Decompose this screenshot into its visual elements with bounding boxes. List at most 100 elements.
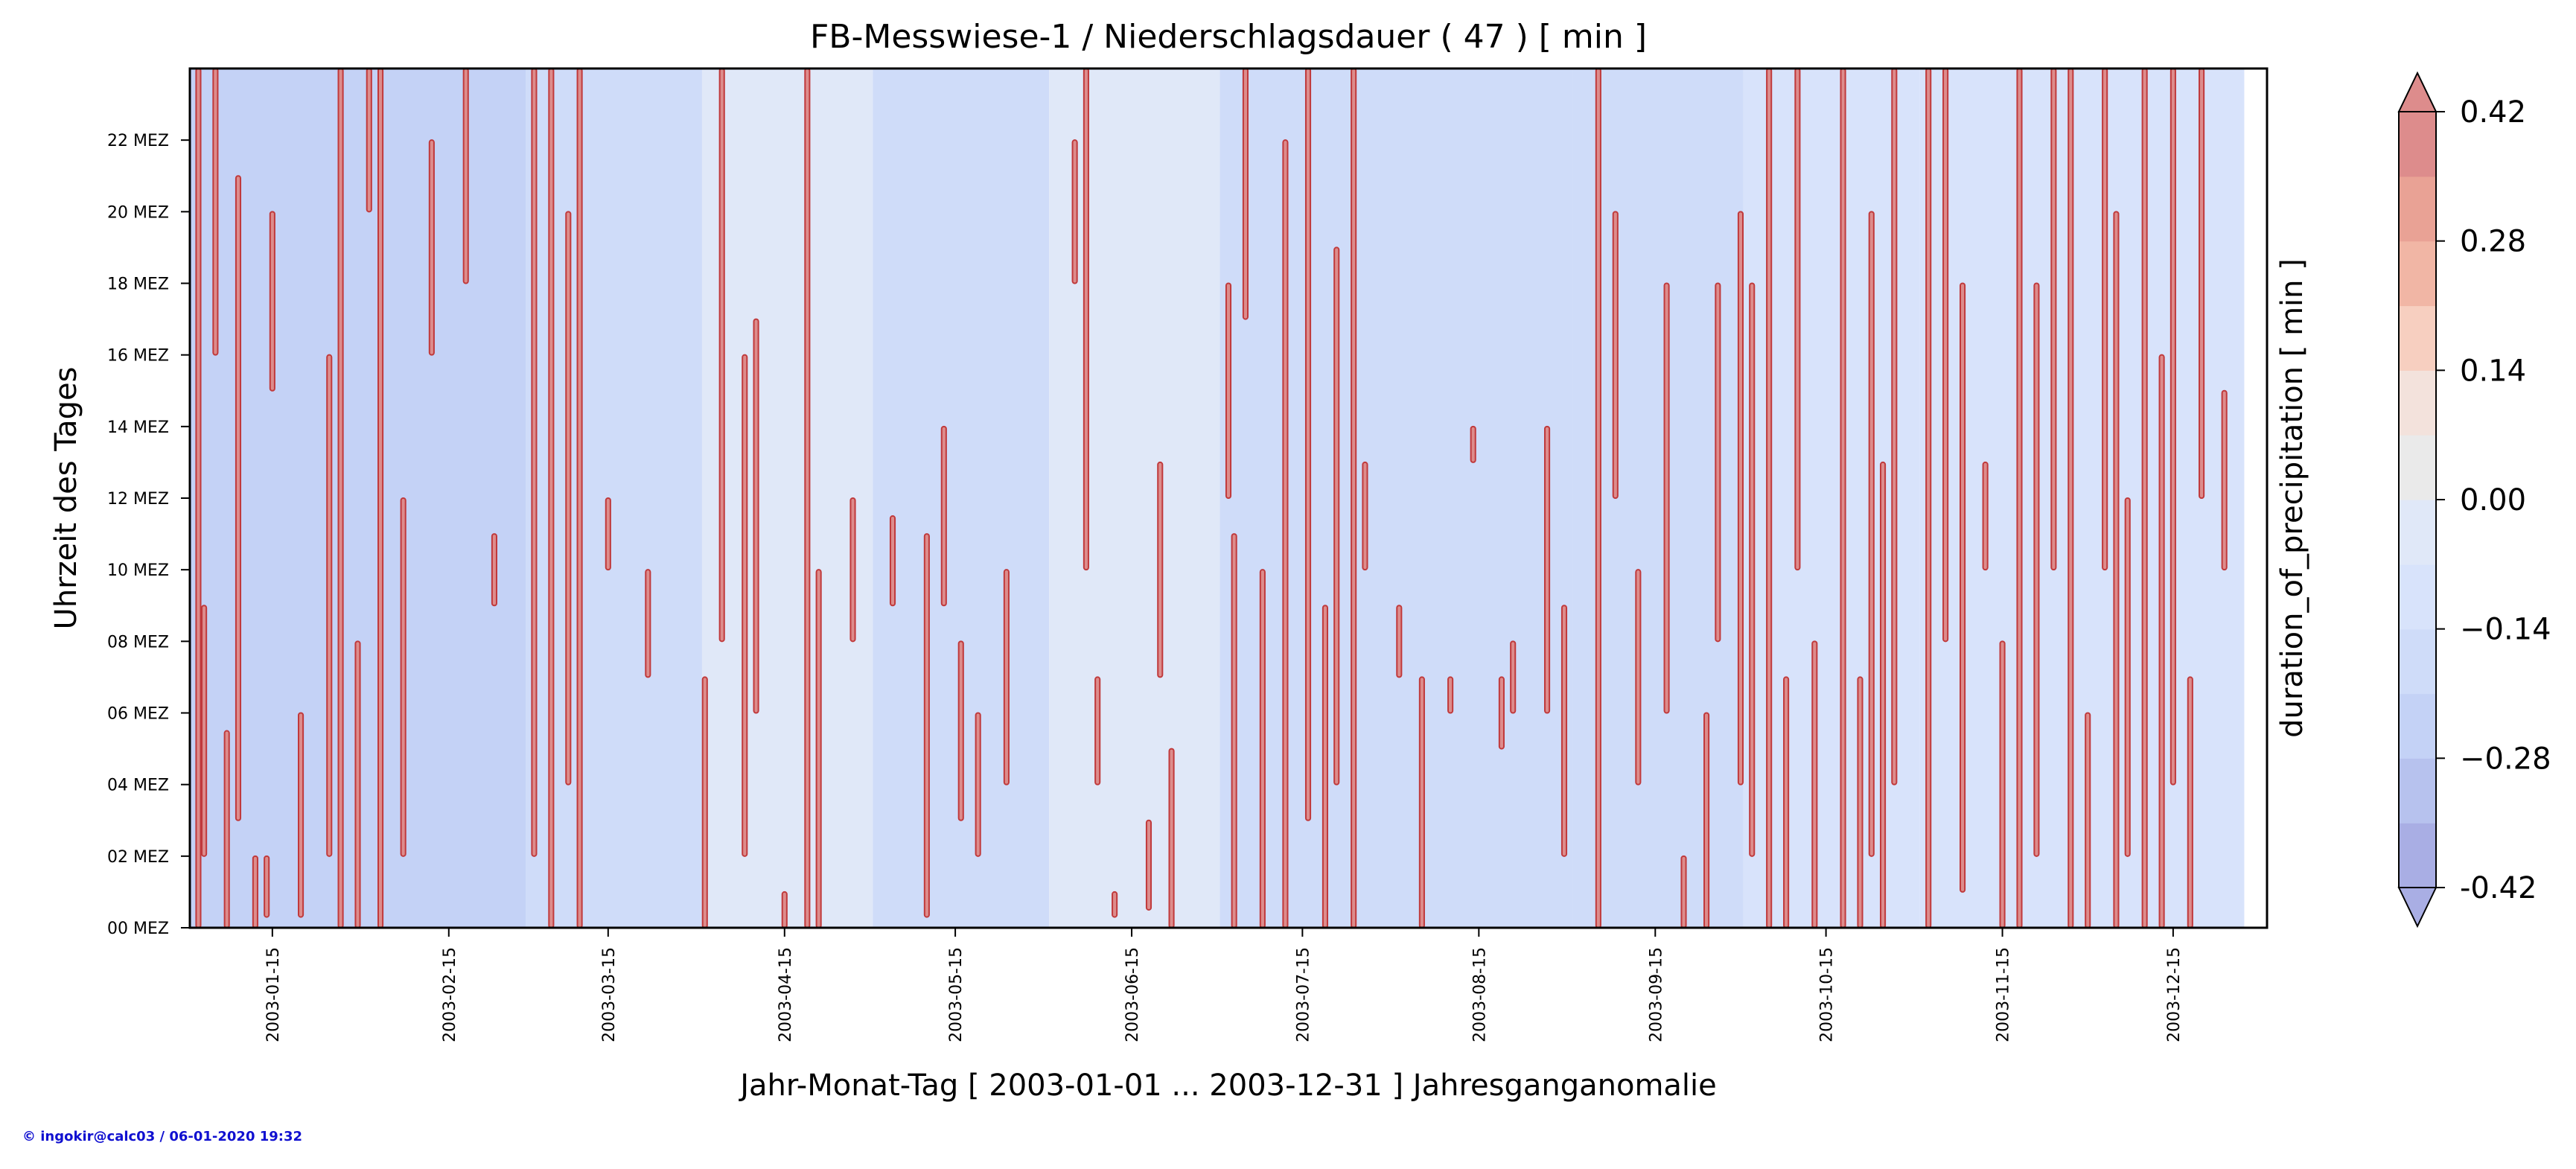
precipitation-bar bbox=[1396, 605, 1403, 678]
precipitation-bar bbox=[1304, 68, 1312, 821]
precipitation-bar bbox=[235, 175, 242, 821]
precipitation-bar bbox=[1635, 569, 1642, 786]
precipitation-bar bbox=[2068, 68, 2074, 928]
background-band bbox=[525, 69, 702, 928]
precipitation-bar bbox=[815, 569, 822, 929]
colorbar-segment bbox=[2399, 628, 2436, 695]
precipitation-bar bbox=[565, 211, 572, 786]
precipitation-bar bbox=[2050, 68, 2057, 571]
precipitation-bar bbox=[1612, 211, 1619, 499]
precipitation-bar bbox=[742, 354, 748, 857]
colorbar-extend-max bbox=[2397, 71, 2438, 112]
x-tick-label: 2003-07-15 bbox=[1294, 947, 1313, 1042]
precipitation-bar bbox=[1857, 676, 1864, 929]
precipitation-bar bbox=[1794, 68, 1801, 571]
precipitation-bar bbox=[297, 712, 305, 918]
background-band bbox=[1919, 69, 2245, 928]
colorbar-tick-label: 0.00 bbox=[2460, 483, 2526, 517]
precipitation-bar bbox=[1145, 819, 1152, 911]
precipitation-bar bbox=[2085, 712, 2091, 928]
x-tick-label: 2003-05-15 bbox=[947, 947, 966, 1042]
precipitation-bar bbox=[2158, 354, 2165, 928]
chart-title: FB-Messwiese-1 / Niederschlagsdauer ( 47… bbox=[810, 18, 1647, 56]
precipitation-bar bbox=[1925, 68, 1932, 928]
colorbar-segment bbox=[2399, 305, 2436, 371]
precipitation-events bbox=[195, 68, 2228, 929]
precipitation-bar bbox=[753, 318, 759, 714]
precipitation-bar bbox=[195, 68, 202, 928]
precipitation-bar bbox=[1543, 425, 1551, 714]
precipitation-bar bbox=[1112, 891, 1118, 918]
x-tick-label: 2003-10-15 bbox=[1818, 947, 1837, 1042]
precipitation-bar bbox=[1703, 712, 1710, 928]
precipitation-bar bbox=[1083, 68, 1089, 571]
precipitation-bar bbox=[223, 730, 230, 929]
x-tick-label: 2003-08-15 bbox=[1470, 947, 1489, 1042]
colorbar-segment bbox=[2399, 112, 2436, 177]
precipitation-bar bbox=[264, 855, 270, 918]
colorbar-segment bbox=[2399, 758, 2436, 824]
colorbar: -0.42 −0.28 −0.14 0.00 0.14 0.28 0.42 bbox=[2397, 71, 2551, 928]
precipitation-bar bbox=[2187, 676, 2193, 929]
precipitation-bar bbox=[2124, 497, 2131, 857]
y-tick-label: 04 MEZ bbox=[107, 777, 169, 795]
y-axis-label: Uhrzeit des Tages bbox=[49, 367, 83, 630]
precipitation-bar bbox=[1868, 211, 1875, 857]
precipitation-bar bbox=[1071, 139, 1078, 284]
colorbar-segment bbox=[2399, 823, 2436, 888]
precipitation-bar bbox=[1242, 68, 1249, 320]
colorbar-tick-label: 0.28 bbox=[2460, 225, 2526, 259]
precipitation-bar bbox=[1766, 68, 1773, 928]
precipitation-bar bbox=[1783, 676, 1790, 929]
precipitation-bar bbox=[491, 533, 498, 607]
colorbar-segment bbox=[2399, 241, 2436, 307]
precipitation-bar bbox=[1259, 569, 1266, 929]
precipitation-bar bbox=[337, 68, 344, 928]
precipitation-bar bbox=[1595, 68, 1601, 928]
precipitation-bar bbox=[1749, 282, 1756, 857]
colorbar-segment bbox=[2399, 435, 2436, 500]
precipitation-bar bbox=[201, 605, 208, 857]
precipitation-bar bbox=[1447, 676, 1454, 714]
precipitation-bar bbox=[1737, 211, 1744, 786]
precipitation-bar bbox=[1999, 640, 2006, 928]
precipitation-bar bbox=[645, 569, 651, 678]
y-tick-label: 20 MEZ bbox=[107, 203, 169, 222]
y-tick-label: 22 MEZ bbox=[107, 132, 169, 150]
precipitation-bar bbox=[701, 676, 708, 929]
precipitation-bar bbox=[212, 68, 219, 356]
x-tick-label: 2003-03-15 bbox=[600, 947, 619, 1042]
precipitation-bar bbox=[1003, 569, 1010, 786]
copyright-note: © ingokir@calc03 / 06-01-2020 19:32 bbox=[22, 1129, 303, 1144]
y-tick-label: 06 MEZ bbox=[107, 705, 169, 724]
precipitation-bar bbox=[1840, 68, 1846, 928]
x-tick-label: 2003-01-15 bbox=[264, 947, 283, 1042]
precipitation-bar bbox=[2169, 68, 2176, 786]
precipitation-bar bbox=[957, 640, 964, 821]
precipitation-bar bbox=[462, 68, 469, 284]
precipitation-bar bbox=[1510, 640, 1517, 714]
colorbar-extend-min bbox=[2397, 887, 2438, 928]
precipitation-bar bbox=[366, 68, 372, 213]
colorbar-tick-label: 0.14 bbox=[2460, 354, 2526, 388]
precipitation-bar bbox=[1168, 748, 1175, 928]
precipitation-bar bbox=[2199, 68, 2205, 499]
x-ticks: 2003-01-15 2003-02-15 2003-03-15 2003-04-15… bbox=[264, 928, 2184, 1042]
precipitation-bar bbox=[1351, 68, 1357, 928]
x-tick-label: 2003-12-15 bbox=[2165, 947, 2184, 1042]
x-tick-label: 2003-11-15 bbox=[1995, 947, 2013, 1042]
y-ticks: 00 MEZ 02 MEZ 04 MEZ 06 MEZ 08 MEZ 10 MEZ 12 M… bbox=[107, 132, 190, 938]
precipitation-bar bbox=[1663, 282, 1670, 714]
precipitation-bar bbox=[781, 891, 788, 928]
precipitation-bar bbox=[326, 354, 333, 857]
precipitation-bar bbox=[2221, 389, 2228, 571]
precipitation-bar bbox=[1322, 605, 1329, 928]
precipitation-bar bbox=[2141, 68, 2148, 928]
precipitation-bar bbox=[1418, 676, 1425, 929]
background-band bbox=[1743, 69, 1920, 928]
precipitation-bar bbox=[1231, 533, 1237, 928]
precipitation-bar bbox=[1715, 282, 1721, 643]
precipitation-bar bbox=[269, 211, 275, 392]
precipitation-bar bbox=[923, 533, 930, 918]
